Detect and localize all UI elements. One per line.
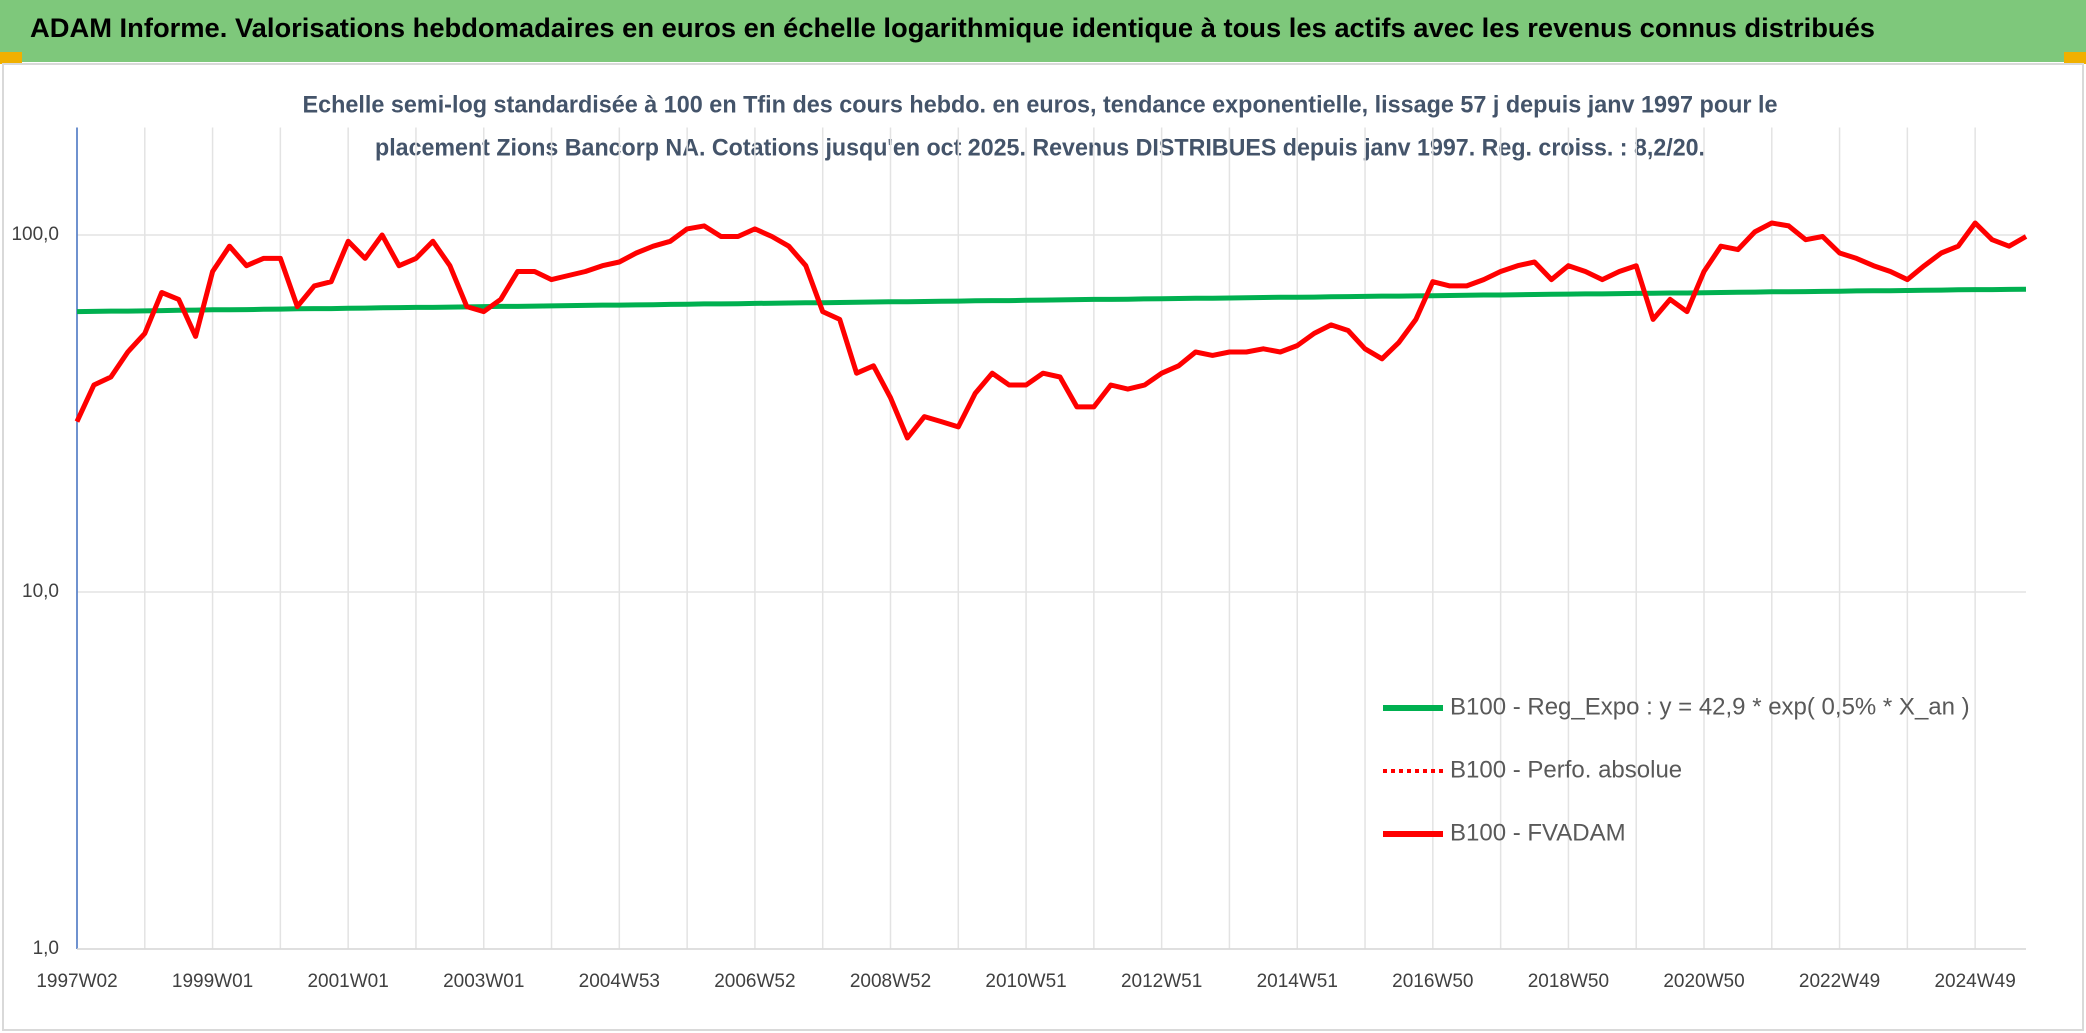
x-tick-label: 2024W49 <box>1934 971 2015 992</box>
legend-label: B100 - Reg_Expo : y = 42,9 * exp( 0,5% *… <box>1450 693 1970 720</box>
x-tick-label: 1999W01 <box>172 971 253 992</box>
legend-label: B100 - Perfo. absolue <box>1450 756 1682 783</box>
x-tick-label: 2014W51 <box>1257 971 1338 992</box>
title-bar <box>0 0 2086 62</box>
x-tick-label: 2006W52 <box>714 971 795 992</box>
x-tick-label: 2020W50 <box>1663 971 1744 992</box>
x-tick-label: 2003W01 <box>443 971 524 992</box>
x-tick-label: 2001W01 <box>307 971 388 992</box>
series-line <box>76 286 2027 315</box>
x-tick-label: 1997W02 <box>36 971 117 992</box>
chart-title: ADAM Informe. Valorisations hebdomadaire… <box>30 13 1875 43</box>
chart-frame <box>2 63 2084 1031</box>
chart-subtitle: placement Zions Bancorp NA. Cotations ju… <box>375 134 1705 161</box>
x-tick-label: 2022W49 <box>1799 971 1880 992</box>
y-tick-label: 10,0 <box>22 581 59 602</box>
legend-label: B100 - FVADAM <box>1450 819 1626 846</box>
x-tick-label: 2012W51 <box>1121 971 1202 992</box>
x-tick-label: 2016W50 <box>1392 971 1473 992</box>
corner-mark <box>2064 52 2086 64</box>
y-tick-label: 1,0 <box>33 938 59 959</box>
corner-mark <box>0 52 22 64</box>
series-line <box>74 220 2028 441</box>
chart-subtitle: Echelle semi-log standardisée à 100 en T… <box>303 91 1778 118</box>
x-tick-label: 2010W51 <box>985 971 1066 992</box>
y-tick-label: 100,0 <box>11 224 59 245</box>
x-tick-label: 2004W53 <box>579 971 660 992</box>
x-tick-label: 2008W52 <box>850 971 931 992</box>
x-tick-label: 2018W50 <box>1528 971 1609 992</box>
